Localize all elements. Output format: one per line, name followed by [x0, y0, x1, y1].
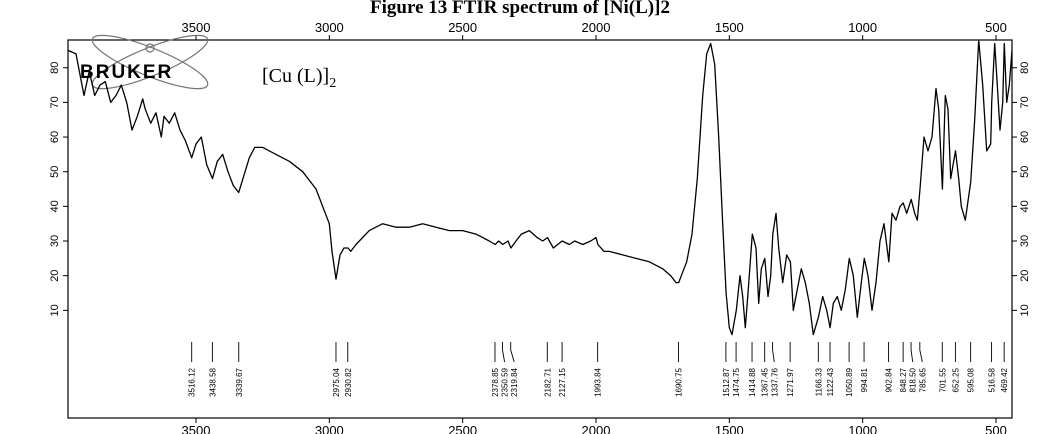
x-tick-label-top: 3500 — [182, 20, 211, 35]
sample-label-subscript: 2 — [329, 76, 336, 91]
left-axis: 10 20 30 40 50 60 70 80 — [49, 62, 68, 316]
x-tick-label-top: 1000 — [848, 20, 877, 35]
peak-label: 469.42 — [1000, 367, 1009, 392]
y-tick-label-left: 80 — [49, 62, 61, 74]
peak-label: 1166.33 — [814, 367, 823, 396]
peak-marker — [772, 342, 775, 363]
plot-border — [67, 39, 1013, 419]
figure-caption: Figure 13 FTIR spectrum of [Ni(L)]2 — [370, 0, 670, 18]
logo-orbit-2 — [91, 34, 209, 90]
peak-label: 1690.75 — [674, 367, 683, 396]
peak-label: 818.50 — [909, 367, 918, 392]
peak-marker — [502, 342, 506, 363]
right-axis: 10 20 30 40 50 60 70 80 — [1012, 62, 1031, 316]
peak-label: 1367.45 — [761, 367, 770, 396]
sample-label-main: [Cu (L)] — [262, 65, 329, 87]
y-tick-label-right: 20 — [1019, 270, 1031, 282]
peak-label: 902.84 — [885, 367, 894, 392]
peak-label: 2975.04 — [332, 367, 341, 396]
x-tick-label-top: 1500 — [715, 20, 744, 35]
x-tick-label-top: 3000 — [315, 20, 344, 35]
x-tick-label-bottom: 3500 — [182, 423, 211, 434]
x-tick-label-bottom: 3000 — [315, 423, 344, 434]
peak-label: 3339.67 — [235, 367, 244, 396]
y-tick-label-left: 20 — [49, 270, 61, 282]
peak-label: 3438.58 — [208, 367, 217, 396]
peak-label: 1050.89 — [845, 367, 854, 396]
peak-label: 652.25 — [951, 367, 960, 392]
y-tick-label-left: 40 — [49, 200, 61, 212]
x-tick-label-top: 500 — [985, 20, 1007, 35]
x-tick-label-bottom: 2500 — [448, 423, 477, 434]
y-tick-label-right: 60 — [1019, 131, 1031, 143]
peak-annotations: 3516.12 3438.58 3339.67 2975.04 2930.82 2378.… — [188, 342, 1009, 397]
x-tick-label-bottom: 1000 — [848, 423, 877, 434]
peak-label: 2127.15 — [558, 367, 567, 396]
x-tick-label-bottom: 500 — [985, 423, 1007, 434]
x-tick-label-bottom: 1500 — [715, 423, 744, 434]
peak-label: 2930.82 — [344, 367, 353, 396]
logo-nucleus — [145, 43, 155, 53]
peak-label: 1512.87 — [722, 367, 731, 396]
plot-frame — [67, 39, 1013, 419]
peak-label: 1337.76 — [770, 367, 779, 396]
peak-label: 516.58 — [988, 367, 997, 392]
peak-label: 701.55 — [938, 367, 947, 392]
peak-label: 1271.97 — [786, 367, 795, 396]
x-tick-label-top: 2000 — [582, 20, 611, 35]
spectrum-series — [67, 39, 1013, 336]
peak-label: 785.65 — [918, 367, 927, 392]
spectrum-line — [67, 39, 1013, 336]
y-tick-label-right: 70 — [1019, 96, 1031, 108]
peak-label: 1993.84 — [594, 367, 603, 396]
peak-label: 2319.84 — [510, 367, 519, 396]
peak-label: 1122.43 — [826, 367, 835, 396]
peak-label: 3516.12 — [188, 367, 197, 396]
brand-name: BRUKER — [80, 62, 173, 83]
y-tick-label-left: 30 — [49, 235, 61, 247]
peak-marker — [910, 342, 914, 363]
peak-label: 2182.71 — [543, 367, 552, 396]
y-tick-label-right: 80 — [1019, 62, 1031, 74]
peak-marker — [919, 342, 923, 363]
peak-label: 1474.75 — [732, 367, 741, 396]
y-tick-label-right: 10 — [1019, 304, 1031, 316]
y-tick-label-right: 30 — [1019, 235, 1031, 247]
bottom-axis: 3500 3000 2500 2000 1500 1000 500 — [182, 418, 1007, 434]
y-tick-label-left: 70 — [49, 96, 61, 108]
peak-label: 1414.88 — [748, 367, 757, 396]
top-axis: 3500 3000 2500 2000 1500 1000 500 — [182, 20, 1007, 40]
x-tick-label-bottom: 2000 — [582, 423, 611, 434]
y-tick-label-left: 50 — [49, 166, 61, 178]
bruker-logo: BRUKER — [80, 34, 209, 90]
x-tick-label-top: 2500 — [448, 20, 477, 35]
y-tick-label-left: 10 — [49, 304, 61, 316]
peak-label: 2350.59 — [501, 367, 510, 396]
y-tick-label-right: 50 — [1019, 166, 1031, 178]
y-tick-label-left: 60 — [49, 131, 61, 143]
sample-label: [Cu (L)]2 — [262, 65, 336, 91]
y-tick-label-right: 40 — [1019, 200, 1031, 212]
peak-label: 595.08 — [967, 367, 976, 392]
peak-label: 994.81 — [860, 367, 869, 392]
peak-label: 2378.85 — [491, 367, 500, 396]
peak-label: 848.27 — [899, 367, 908, 392]
peak-marker — [510, 342, 515, 363]
